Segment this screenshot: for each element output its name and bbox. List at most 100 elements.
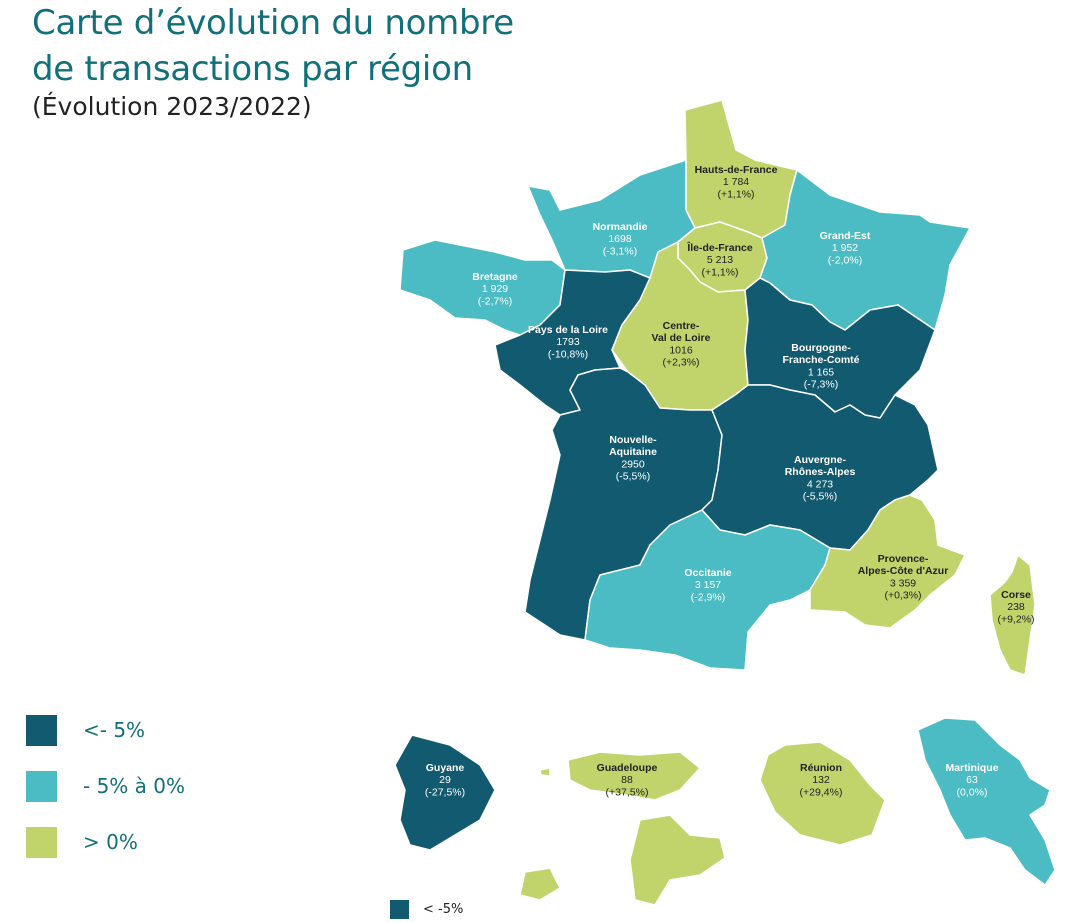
- region-evolution: (-5,5%): [616, 471, 650, 483]
- region-count: 3 359: [890, 577, 916, 589]
- legend-item-lt-minus5: <- 5%: [26, 702, 185, 758]
- legend-label: - 5% à 0%: [83, 774, 186, 798]
- region-count: 238: [1007, 601, 1025, 613]
- region-name-line: Guadeloupe: [597, 762, 658, 774]
- label-martinique: Martinique 63 (0,0%): [945, 762, 998, 798]
- label-auvergne-rhone-alpes: Auvergne-Rhônes-Alpes 4 273 (-5,5%): [785, 454, 856, 503]
- region-name-line: Pays de la Loire: [528, 324, 608, 336]
- region-count: 1016: [669, 344, 693, 356]
- region-name-line: Alpes-Côte d'Azur: [858, 565, 949, 577]
- label-pays-de-la-loire: Pays de la Loire 1793 (-10,8%): [528, 324, 608, 360]
- region-name-line: Bourgogne-: [791, 342, 851, 354]
- region-evolution: (-3,1%): [603, 245, 637, 257]
- region-count: 29: [439, 774, 451, 786]
- region-name-line: Normandie: [593, 221, 648, 233]
- label-centre-val-de-loire: Centre-Val de Loire 1016 (+2,3%): [652, 320, 711, 369]
- label-guyane: Guyane 29 (-27,5%): [425, 762, 465, 798]
- region-name-line: Bretagne: [472, 271, 518, 283]
- region-count: 3 157: [695, 579, 721, 591]
- label-occitanie: Occitanie 3 157 (-2,9%): [684, 567, 731, 603]
- region-evolution: (-5,5%): [803, 491, 837, 503]
- region-paca[interactable]: [809, 494, 966, 629]
- region-name-line: Hauts-de-France: [695, 164, 778, 176]
- label-bretagne: Bretagne 1 929 (-2,7%): [472, 271, 518, 307]
- label-paca: Provence-Alpes-Côte d'Azur 3 359 (+0,3%): [858, 553, 949, 602]
- region-evolution: (+9,2%): [997, 613, 1034, 625]
- region-evolution: (+37,5%): [606, 786, 649, 798]
- region-evolution: (-7,3%): [804, 379, 838, 391]
- title-line-1: Carte d’évolution du nombre: [32, 3, 514, 43]
- region-count: 4 273: [807, 478, 833, 490]
- legend: <- 5% - 5% à 0% > 0%: [26, 702, 185, 870]
- region-corse[interactable]: [989, 554, 1036, 676]
- legend-swatch-dark: [26, 714, 57, 746]
- region-name-line: Val de Loire: [652, 332, 711, 344]
- region-name-line: Grand-Est: [820, 230, 871, 242]
- region-name-line: Nouvelle-: [609, 434, 657, 446]
- region-evolution: (+0,3%): [884, 590, 921, 602]
- label-ile-de-france: Île-de-France 5 213 (+1,1%): [686, 241, 753, 278]
- region-count: 1698: [608, 233, 632, 245]
- region-count: 1 929: [482, 283, 508, 295]
- region-count: 1 784: [723, 176, 749, 188]
- region-evolution: (0,0%): [957, 786, 988, 798]
- region-evolution: (+1,1%): [701, 266, 738, 278]
- region-evolution: (-2,0%): [828, 254, 862, 266]
- legend-label: <- 5%: [83, 718, 146, 742]
- region-evolution: (-2,9%): [691, 591, 725, 603]
- legend-label: > 0%: [83, 830, 138, 854]
- region-reunion[interactable]: [759, 741, 886, 846]
- subtitle: (Évolution 2023/2022): [32, 92, 312, 121]
- region-evolution: (-2,7%): [478, 295, 512, 307]
- region-guyane[interactable]: [394, 734, 496, 851]
- region-name-line: Guyane: [426, 762, 465, 774]
- region-count: 5 213: [707, 254, 733, 266]
- region-name-line: Provence-: [878, 553, 929, 565]
- label-bourgogne-franche-comte: Bourgogne-Franche-Comté 1 165 (-7,3%): [782, 342, 859, 391]
- label-corse: Corse 238 (+9,2%): [997, 589, 1034, 625]
- region-count: 2950: [621, 458, 645, 470]
- region-count: 132: [812, 774, 830, 786]
- region-name-line: Réunion: [800, 762, 842, 774]
- region-evolution: (+2,3%): [662, 357, 699, 369]
- legend-item-gt-0: > 0%: [26, 814, 185, 870]
- region-martinique[interactable]: [917, 717, 1056, 886]
- region-name-line: Martinique: [945, 762, 998, 774]
- region-guadeloupe[interactable]: [519, 751, 726, 906]
- region-name-line: Aquitaine: [609, 446, 657, 458]
- region-name-line: Rhônes-Alpes: [785, 466, 856, 478]
- region-name-line: Franche-Comté: [782, 354, 859, 366]
- region-occitanie[interactable]: [584, 509, 831, 671]
- label-reunion: Réunion 132 (+29,4%): [800, 762, 843, 798]
- region-name-line: Auvergne-: [794, 454, 846, 466]
- region-evolution: (-27,5%): [425, 786, 465, 798]
- title-line-2: de transactions par région: [32, 49, 473, 89]
- region-evolution: (+1,1%): [717, 188, 754, 200]
- region-name-line: Occitanie: [684, 567, 731, 579]
- region-name-line: Île-de-France: [686, 241, 753, 254]
- region-count: 88: [621, 774, 633, 786]
- region-evolution: (+29,4%): [800, 786, 843, 798]
- page-title: Carte d’évolution du nombre de transacti…: [32, 0, 672, 92]
- legend-item-minus5-to-0: - 5% à 0%: [26, 758, 185, 814]
- bottom-legend: < -5%: [390, 900, 463, 919]
- region-count: 1 952: [832, 242, 858, 254]
- legend-swatch-light: [26, 770, 57, 802]
- label-guadeloupe: Guadeloupe 88 (+37,5%): [597, 762, 658, 798]
- region-name-line: Corse: [1001, 589, 1031, 601]
